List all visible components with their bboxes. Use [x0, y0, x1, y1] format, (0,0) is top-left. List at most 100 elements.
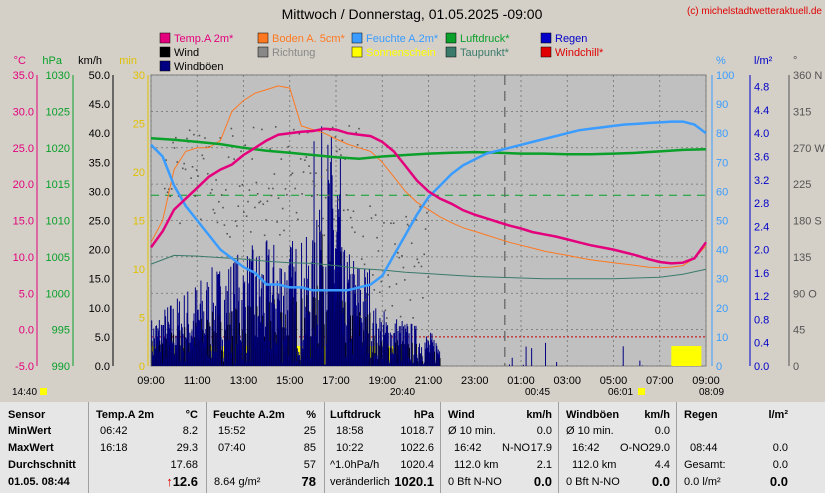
direction-dot [231, 135, 234, 137]
direction-dot [249, 231, 252, 233]
direction-dot [252, 126, 255, 129]
up-arrow-icon: ↑ [166, 474, 173, 489]
direction-dot [379, 291, 381, 294]
direction-tick-1: 315 [793, 106, 811, 118]
direction-dot [390, 222, 392, 225]
direction-dot [383, 222, 385, 224]
series-soil-temp [150, 85, 707, 269]
humidity-tick-7: 30 [716, 274, 728, 286]
axes: 35.030.025.020.015.010.05.00.0-5.0°C1030… [13, 55, 825, 373]
direction-dot [283, 229, 285, 232]
x-tick-11: 07:00 [646, 375, 674, 387]
legend: Temp.A 2m* Boden A. 5cm* Feuchte A.2m* Luft… [159, 32, 604, 73]
direction-dot [197, 175, 199, 177]
hum-current-value: 78 [301, 474, 316, 489]
direction-tick-7: 45 [793, 325, 805, 337]
direction-dot [385, 317, 388, 319]
direction-dot [229, 236, 231, 238]
sensor-avg: Durchschnitt [8, 459, 76, 471]
direction-dot [181, 167, 184, 170]
direction-dot [401, 255, 403, 257]
direction-dot [356, 144, 359, 146]
sensor-min: MinWert [8, 425, 52, 437]
direction-dot [273, 173, 276, 175]
sensor-max: MaxWert [8, 442, 54, 454]
direction-dot [301, 193, 303, 195]
rain-last-time: 08:44 [690, 442, 718, 454]
direction-tick-4: 180 S [793, 216, 822, 228]
temp-current-number: 12.6 [172, 474, 198, 489]
temp-tick-6: 5.0 [19, 288, 34, 300]
direction-dot [259, 200, 262, 203]
temp-tick-2: 25.0 [13, 143, 34, 155]
label-right-time: 08:09 [699, 387, 724, 398]
direction-dot [322, 217, 324, 220]
direction-dot [427, 276, 430, 278]
rain-tick-11: 0.4 [754, 338, 769, 350]
direction-dot [360, 258, 363, 260]
series-temp [149, 127, 708, 265]
direction-dot [244, 144, 247, 147]
direction-dot [205, 146, 208, 149]
label-mid1-time: 20:40 [390, 387, 415, 398]
hum-unit: % [306, 409, 316, 421]
bottom-labels: 14:40 20:40 00:45 06:01 08:09 [12, 387, 724, 398]
direction-dot [311, 195, 313, 197]
direction-dot [384, 309, 387, 312]
x-tick-3: 15:00 [276, 375, 304, 387]
direction-dot [334, 136, 337, 138]
direction-dot [358, 127, 360, 130]
direction-dot [320, 175, 323, 178]
label-mid2-time: 00:45 [525, 387, 550, 398]
direction-dot [344, 158, 346, 160]
legend-label-3: Luftdruck* [460, 33, 510, 45]
rain-tick-7: 2.0 [754, 245, 769, 257]
col-sensor: Sensor MinWert MaxWert Durchschnitt 01.0… [0, 402, 89, 493]
x-tick-10: 05:00 [600, 375, 628, 387]
rain-tick-2: 4.0 [754, 128, 769, 140]
direction-dot [265, 219, 267, 221]
direction-tick-8: 0 [793, 361, 799, 373]
pressure-tick-0: 1030 [46, 70, 70, 82]
direction-dot [173, 147, 176, 149]
direction-dot [354, 231, 356, 234]
temp-tick-4: 15.0 [13, 216, 34, 228]
direction-dot [263, 234, 266, 237]
direction-dot [188, 129, 191, 132]
direction-dot [286, 193, 288, 196]
direction-dot [292, 128, 295, 131]
direction-dot [240, 150, 242, 153]
direction-dot [212, 208, 215, 211]
wind-max-value: 17.9 [530, 442, 552, 454]
rain-tick-0: 4.8 [754, 82, 769, 94]
temp-unit: °C [185, 409, 198, 421]
direction-dot [341, 139, 344, 142]
direction-dot [284, 188, 287, 190]
direction-dot [255, 181, 258, 184]
press-avg-value: 1020.4 [400, 459, 434, 471]
wind-max-time: 16:42 [454, 442, 482, 454]
wind-bft-label: 0 Bft N-NO [448, 476, 502, 488]
direction-dot [333, 218, 335, 221]
sun-tick-0: 30 [133, 70, 145, 82]
direction-dot [194, 195, 197, 197]
press-forecast-label: veränderlich [330, 476, 390, 488]
direction-dot [395, 283, 398, 285]
legend-swatch-10 [159, 60, 171, 72]
direction-dot [268, 187, 270, 190]
gust-bft-label: 0 Bft N-NO [566, 476, 620, 488]
legend-swatch-5 [159, 46, 171, 58]
humidity-tick-10: 0 [716, 361, 722, 373]
direction-dot [420, 265, 423, 268]
sun-tick-4: 10 [133, 264, 145, 276]
direction-dot [291, 172, 294, 175]
direction-dot [399, 315, 402, 318]
x-tick-6: 21:00 [415, 375, 443, 387]
direction-dot [323, 234, 326, 237]
direction-tick-2: 270 W [793, 143, 825, 155]
direction-dot [345, 194, 348, 196]
direction-dot [338, 148, 341, 151]
wind-unit: km/h [78, 55, 102, 67]
direction-dot [312, 180, 315, 183]
rain-head: Regen [684, 409, 718, 421]
